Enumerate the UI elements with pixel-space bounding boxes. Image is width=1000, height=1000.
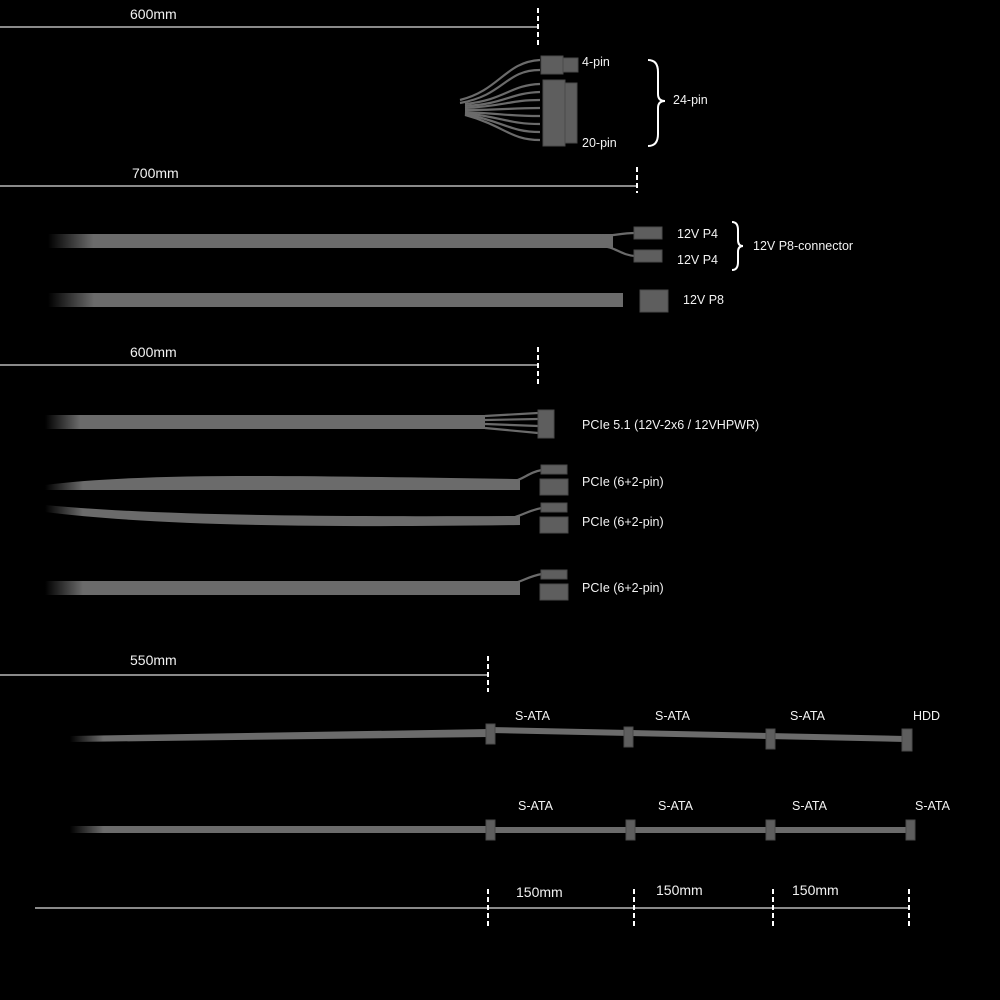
pcie-cable-1 bbox=[45, 475, 520, 490]
sata-connector bbox=[623, 726, 634, 748]
sata-section: 550mm S-ATA S-ATA S-ATA HDD S-ATA S-ATA … bbox=[0, 652, 951, 926]
pcie-6pin-connector bbox=[539, 516, 569, 534]
pcie-2pin-connector bbox=[540, 569, 568, 580]
pcie-6pin-connector bbox=[539, 583, 569, 601]
cpu-cable-1 bbox=[48, 234, 613, 248]
20-pin-connector-tip bbox=[564, 82, 578, 144]
hdd-connector bbox=[901, 728, 913, 752]
hdd-label: HDD bbox=[913, 709, 940, 723]
12v-p8-connector-label: 12V P8-connector bbox=[753, 239, 853, 253]
cpu-section: 700mm 12V P4 12V P4 12V P8-connector 12V… bbox=[0, 165, 853, 313]
12v-p4-label-bottom: 12V P4 bbox=[677, 253, 718, 267]
atx-cable bbox=[35, 98, 475, 116]
4-pin-connector bbox=[540, 55, 564, 75]
sata-connector bbox=[485, 819, 496, 841]
12v-p4-connector bbox=[633, 249, 663, 263]
pcie-6pin-connector bbox=[539, 478, 569, 496]
pcie-cable-3 bbox=[45, 581, 520, 595]
pcie5-label: PCIe 5.1 (12V-2x6 / 12VHPWR) bbox=[582, 418, 759, 432]
pcie-cable-2 bbox=[45, 505, 520, 527]
sata-label: S-ATA bbox=[790, 709, 826, 723]
4-pin-connector-tip bbox=[562, 57, 579, 73]
cpu-cable-2 bbox=[48, 293, 623, 307]
20-pin-label: 20-pin bbox=[582, 136, 617, 150]
pcie-label-2: PCIe (6+2-pin) bbox=[582, 515, 664, 529]
atx-wires bbox=[459, 58, 541, 142]
pcie-label-3: PCIe (6+2-pin) bbox=[582, 581, 664, 595]
12v-p8-connector bbox=[639, 289, 669, 313]
12v-2x6-connector bbox=[537, 409, 555, 439]
length-label: 550mm bbox=[130, 652, 177, 668]
length-label: 600mm bbox=[130, 6, 177, 22]
sata-connector bbox=[765, 728, 776, 750]
brace-icon bbox=[731, 221, 744, 271]
sata-label: S-ATA bbox=[518, 799, 554, 813]
20-pin-connector bbox=[542, 79, 566, 147]
pcie-2pin-connector bbox=[540, 502, 568, 513]
sata-connector bbox=[765, 819, 776, 841]
sata-label: S-ATA bbox=[658, 799, 694, 813]
sata-label: S-ATA bbox=[655, 709, 691, 723]
sata-label: S-ATA bbox=[515, 709, 551, 723]
sata-connector bbox=[625, 819, 636, 841]
pcie-section: 600mm PCIe 5.1 (12V-2x6 / 12VHPWR) PCIe … bbox=[0, 344, 759, 601]
brace-icon bbox=[647, 59, 666, 147]
spacing-label: 150mm bbox=[516, 884, 563, 900]
sata-connector bbox=[905, 819, 916, 841]
sata-cable-2 bbox=[70, 826, 490, 833]
12v-p8-label: 12V P8 bbox=[683, 293, 724, 307]
length-label: 700mm bbox=[132, 165, 179, 181]
sata-cable-1 bbox=[70, 729, 490, 742]
24-pin-label: 24-pin bbox=[673, 93, 708, 107]
spacing-label: 150mm bbox=[656, 882, 703, 898]
pcie-label-1: PCIe (6+2-pin) bbox=[582, 475, 664, 489]
sata-label: S-ATA bbox=[915, 799, 951, 813]
pcie5-cable bbox=[45, 415, 485, 429]
12v-p4-connector bbox=[633, 226, 663, 240]
atx-section: 600mm 4-pin 20-pin 24-pin bbox=[0, 6, 708, 150]
length-label: 600mm bbox=[130, 344, 177, 360]
spacing-label: 150mm bbox=[792, 882, 839, 898]
4-pin-label: 4-pin bbox=[582, 55, 610, 69]
12v-p4-label-top: 12V P4 bbox=[677, 227, 718, 241]
sata-label: S-ATA bbox=[792, 799, 828, 813]
sata-connector bbox=[485, 723, 496, 745]
pcie-2pin-connector bbox=[540, 464, 568, 475]
